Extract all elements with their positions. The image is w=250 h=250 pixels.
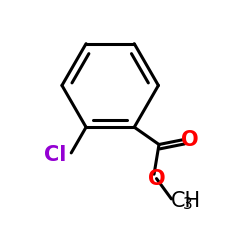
Text: CH: CH (171, 191, 202, 211)
Text: 3: 3 (183, 197, 192, 212)
Text: O: O (148, 168, 165, 188)
Text: O: O (181, 130, 199, 150)
Text: Cl: Cl (44, 145, 67, 165)
